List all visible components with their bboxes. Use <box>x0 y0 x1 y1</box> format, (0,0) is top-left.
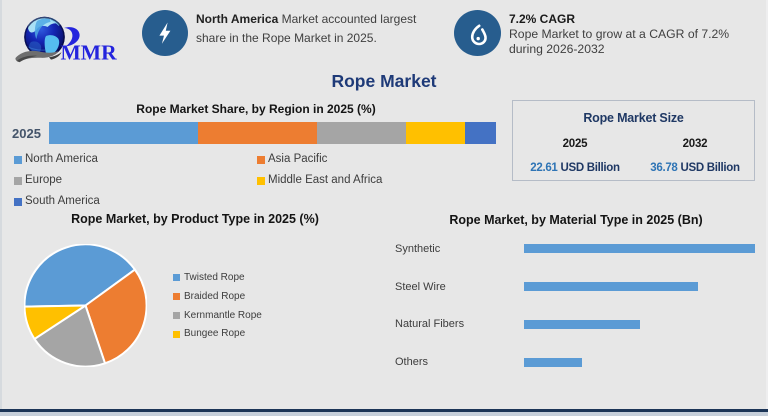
svg-text:MMR: MMR <box>61 41 118 65</box>
